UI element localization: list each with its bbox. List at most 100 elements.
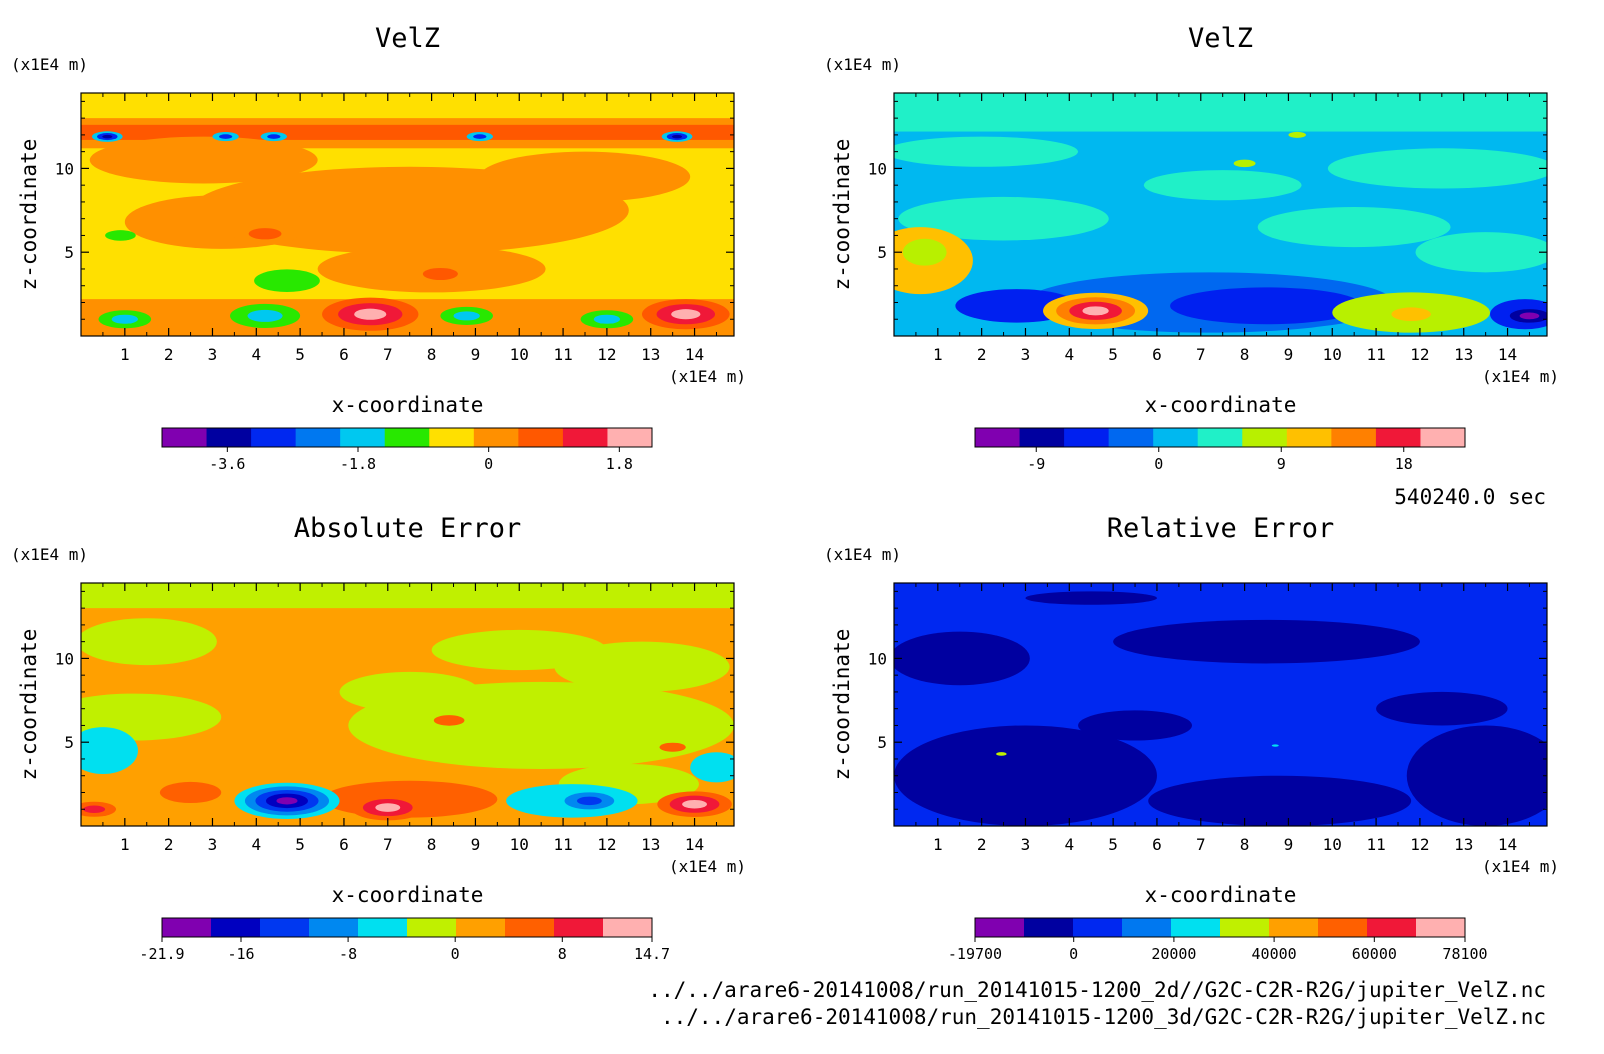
colorbar-swatch <box>603 918 653 937</box>
colorbar-swatch <box>1416 918 1466 937</box>
x-axis-label: x-coordinate <box>332 883 484 907</box>
plot-frame <box>80 92 735 337</box>
contour-spot <box>276 797 298 805</box>
colorbar-label: -21.9 <box>139 945 184 963</box>
colorbar-swatch <box>206 428 252 447</box>
x-tick-label: 2 <box>977 835 987 854</box>
colorbar-swatch <box>1064 428 1110 447</box>
colorbar-swatch <box>518 428 564 447</box>
x-tick-label: 2 <box>164 835 174 854</box>
chart-title: VelZ <box>375 23 440 54</box>
colorbar-swatch <box>1153 428 1199 447</box>
x-tick-label: 2 <box>164 345 174 364</box>
colorbar-swatch <box>975 428 1021 447</box>
colorbar-swatch <box>1269 918 1319 937</box>
contour-band <box>81 583 734 609</box>
x-tick-label: 13 <box>641 345 660 364</box>
colorbar-swatch <box>473 428 519 447</box>
chart-panel-1: VelZ(x1E4 m)(x1E4 m)1 2 3 4 5 6 7 8 9 10 11 12 13 145… <box>11 23 746 473</box>
x-tick-label: 14 <box>685 835 704 854</box>
x-tick-label: 9 <box>1284 345 1294 364</box>
colorbar-swatch <box>456 918 506 937</box>
x-tick-label: 9 <box>471 345 481 364</box>
contour-region <box>1143 170 1302 201</box>
colorbar-label: 0 <box>484 455 493 473</box>
chart-panel-2: VelZ(x1E4 m)(x1E4 m)1 2 3 4 5 6 7 8 9 10 11 12 13 145… <box>824 23 1559 473</box>
x-tick-label: 14 <box>1498 345 1517 364</box>
colorbar-swatch <box>1197 428 1243 447</box>
contour-region <box>348 681 734 770</box>
colorbar-label: 9 <box>1277 455 1286 473</box>
colorbar-swatch <box>340 428 386 447</box>
contour-region <box>1257 206 1451 248</box>
colorbar-frame <box>161 917 653 938</box>
contour-region <box>1415 232 1547 273</box>
colorbar-swatch <box>429 428 475 447</box>
y-tick-label: 10 <box>868 649 887 668</box>
contour-spot <box>247 309 283 322</box>
x-tick-label: 10 <box>1323 835 1342 854</box>
contour-region <box>1376 691 1508 726</box>
x-tick-label: 13 <box>641 835 660 854</box>
colorbar-swatch <box>1220 918 1270 937</box>
contour-spot <box>671 309 701 320</box>
colorbar-swatch <box>607 428 653 447</box>
colorbar-label: 78100 <box>1442 945 1487 963</box>
contour-region <box>690 752 734 783</box>
colorbar-label: -16 <box>227 945 254 963</box>
x-tick-label: 10 <box>510 835 529 854</box>
contour-region <box>89 136 318 184</box>
y-tick-label: 10 <box>868 159 887 178</box>
colorbar-swatch <box>1286 428 1332 447</box>
colorbar-frame <box>161 427 653 448</box>
chart-panel-4: Relative Error(x1E4 m)(x1E4 m)1 2 3 4 5 6 7 8 9 1… <box>824 513 1559 963</box>
colorbar-label: 0 <box>1154 455 1163 473</box>
colorbar-swatch <box>1375 428 1421 447</box>
colorbar-swatch <box>562 428 608 447</box>
y-unit-label: (x1E4 m) <box>11 55 88 74</box>
x-tick-label: 7 <box>1196 835 1206 854</box>
contour-spot <box>671 134 683 139</box>
contour-spot <box>105 230 136 241</box>
contour-region <box>1406 725 1547 826</box>
y-axis-label: z-coordinate <box>830 139 854 291</box>
contour-spot <box>354 308 387 320</box>
chart-title: Absolute Error <box>294 513 522 544</box>
colorbar-label: -19700 <box>948 945 1002 963</box>
colorbar-frame <box>974 917 1466 938</box>
colorbar-swatch <box>975 918 1025 937</box>
y-unit-label: (x1E4 m) <box>824 545 901 564</box>
colorbar-label: -3.6 <box>209 455 245 473</box>
colorbar-swatch <box>1073 918 1123 937</box>
contour-spot <box>422 267 458 281</box>
colorbar-swatch <box>162 918 212 937</box>
x-unit-label: (x1E4 m) <box>669 857 746 876</box>
colorbar-swatch <box>295 428 341 447</box>
x-tick-label: 12 <box>1410 345 1429 364</box>
contour-region <box>894 136 1079 167</box>
x-axis-label: x-coordinate <box>332 393 484 417</box>
x-tick-label: 11 <box>553 345 572 364</box>
x-tick-label: 5 <box>1108 345 1118 364</box>
contour-region <box>81 727 138 775</box>
x-tick-label: 4 <box>1064 345 1074 364</box>
contour-region <box>1148 775 1412 826</box>
colorbar-label: 0 <box>451 945 460 963</box>
contour-field <box>894 583 1547 826</box>
contour-field <box>894 93 1547 336</box>
y-tick-label: 5 <box>64 733 74 752</box>
x-tick-label: 5 <box>295 835 305 854</box>
x-tick-label: 5 <box>1108 835 1118 854</box>
x-tick-label: 8 <box>427 345 437 364</box>
colorbar-swatch <box>1019 428 1065 447</box>
x-tick-label: 1 <box>120 835 130 854</box>
contour-region <box>479 151 691 202</box>
y-unit-label: (x1E4 m) <box>11 545 88 564</box>
contour-spot <box>433 715 465 726</box>
colorbar-swatch <box>358 918 408 937</box>
contour-region <box>81 693 222 741</box>
contour-spot <box>219 134 233 139</box>
contour-spot <box>996 752 1007 756</box>
x-tick-label: 9 <box>1284 835 1294 854</box>
